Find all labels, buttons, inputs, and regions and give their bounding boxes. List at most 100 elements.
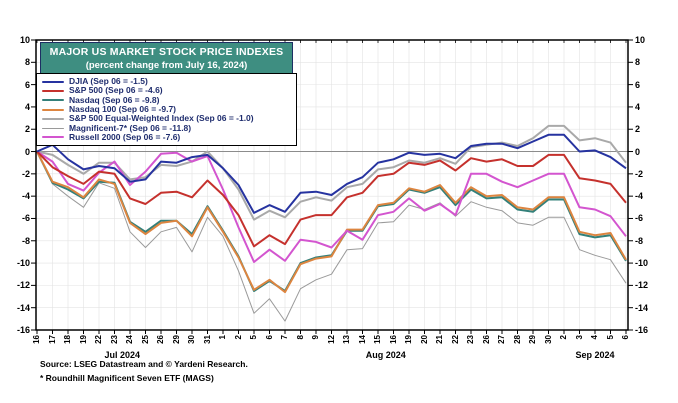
x-axis-date-label: 16 <box>32 335 41 344</box>
legend-line-swatch <box>42 80 64 83</box>
y-axis-label-right: -6 <box>635 213 644 224</box>
y-axis-label-right: 0 <box>635 146 641 157</box>
y-axis-label-left: -8 <box>21 235 30 246</box>
y-axis-label-right: -12 <box>635 280 649 291</box>
legend-item-label: DJIA (Sep 06 = -1.5) <box>69 76 148 87</box>
series-line-nasdaq-100 <box>36 151 627 294</box>
x-axis-date-label: 17 <box>47 335 57 344</box>
y-axis-label-left: -12 <box>16 280 30 291</box>
x-axis-date-label: 15 <box>373 335 382 344</box>
chart-title-box: MAJOR US MARKET STOCK PRICE INDEXES (per… <box>40 42 293 77</box>
y-axis-label-left: -6 <box>21 213 30 224</box>
x-axis-date-label: 29 <box>171 335 181 344</box>
x-axis-date-label: 1 <box>218 335 227 340</box>
y-axis-label-left: 2 <box>24 124 30 135</box>
legend-line-swatch <box>42 117 64 120</box>
legend-line-swatch <box>42 127 64 129</box>
x-axis-date-label: 26 <box>156 335 165 344</box>
legend-item: Nasdaq 100 (Sep 06 = -9.7) <box>42 105 296 114</box>
y-axis-label-left: 8 <box>24 57 30 68</box>
x-axis-date-label: 14 <box>357 335 367 344</box>
x-axis-date-label: 24 <box>125 335 134 344</box>
y-axis-label-left: -10 <box>16 258 30 269</box>
legend-item: DJIA (Sep 06 = -1.5) <box>42 77 296 86</box>
legend-item: S&P 500 (Sep 06 = -4.6) <box>42 86 296 95</box>
source-note: Source: LSEG Datastream and © Yardeni Re… <box>40 359 248 369</box>
legend-box: DJIA (Sep 06 = -1.5) S&P 500 (Sep 06 = -4… <box>36 73 297 147</box>
y-axis-label-left: -4 <box>21 191 30 202</box>
x-axis-date-label: 20 <box>419 335 429 344</box>
footnote: * Roundhill Magnificent Seven ETF (MAGS) <box>40 373 214 383</box>
series-line-s-p-500-equal-weighted-index <box>36 124 627 221</box>
x-axis-date-label: 21 <box>435 335 444 344</box>
y-axis-label-left: -2 <box>21 168 30 179</box>
month-label: Jul 2024 <box>104 350 141 360</box>
x-axis-date-label: 2 <box>559 335 568 340</box>
x-axis-date-label: 4 <box>590 335 599 340</box>
series-line-s-p-500 <box>36 150 627 248</box>
y-axis-label-left: 10 <box>19 35 30 45</box>
legend-item-label: S&P 500 Equal-Weighted Index (Sep 06 = -… <box>69 113 254 124</box>
x-axis-date-label: 2 <box>233 335 243 340</box>
legend-line-swatch <box>42 89 64 92</box>
y-axis-label-left: -16 <box>16 325 30 335</box>
series-line-djia <box>36 133 627 214</box>
y-axis-label-right: -16 <box>635 325 649 335</box>
x-axis-date-label: 13 <box>342 335 351 344</box>
x-axis-date-label: 6 <box>264 335 274 340</box>
legend-item-label: Magnificent-7* (Sep 06 = -11.8) <box>69 122 192 133</box>
x-axis-date-label: 16 <box>388 335 398 344</box>
legend-item: S&P 500 Equal-Weighted Index (Sep 06 = -… <box>42 114 296 123</box>
x-axis-date-label: 18 <box>63 335 72 344</box>
legend-item-label: S&P 500 (Sep 06 = -4.6) <box>69 85 163 96</box>
y-axis-label-right: 4 <box>635 101 641 112</box>
chart-title: MAJOR US MARKET STOCK PRICE INDEXES <box>49 46 284 58</box>
series-line-magnificent-7- <box>36 151 627 322</box>
x-axis-date-label: 3 <box>574 335 584 340</box>
y-axis-label-right: -4 <box>635 191 644 202</box>
legend-item: Russell 2000 (Sep 06 = -7.6) <box>42 131 296 142</box>
month-label: Aug 2024 <box>365 350 406 360</box>
x-axis-date-label: 9 <box>311 335 320 340</box>
x-axis-date-label: 19 <box>404 335 413 344</box>
y-axis-label-right: 8 <box>635 57 641 68</box>
x-axis-date-label: 31 <box>202 335 212 344</box>
legend-item: Magnificent-7* (Sep 06 = -11.8) <box>42 123 296 132</box>
y-axis-label-right: -2 <box>635 168 644 179</box>
x-axis-date-label: 19 <box>78 335 88 344</box>
x-axis-date-label: 28 <box>512 335 522 344</box>
legend-line-swatch <box>42 108 64 111</box>
y-axis-label-left: 4 <box>24 101 30 112</box>
legend-item: Nasdaq (Sep 06 = -9.8) <box>42 94 296 105</box>
legend-line-swatch <box>42 136 64 139</box>
x-axis-date-label: 8 <box>295 335 305 340</box>
y-axis-label-left: 0 <box>24 146 30 157</box>
x-axis-date-label: 23 <box>466 335 475 344</box>
x-axis-date-label: 26 <box>481 335 491 344</box>
month-label: Sep 2024 <box>575 350 615 360</box>
legend-item-label: Nasdaq (Sep 06 = -9.8) <box>69 94 160 105</box>
y-axis-label-right: -14 <box>635 302 649 313</box>
x-axis-date-label: 23 <box>109 335 119 344</box>
x-axis-date-label: 25 <box>140 335 150 344</box>
x-axis-date-label: 22 <box>94 335 103 344</box>
legend-line-swatch <box>42 99 64 102</box>
x-axis-date-label: 5 <box>605 335 615 340</box>
x-axis-date-label: 12 <box>326 335 336 344</box>
x-axis-date-label: 22 <box>450 335 460 344</box>
legend-item-label: Nasdaq 100 (Sep 06 = -9.7) <box>69 104 177 115</box>
y-axis-label-right: -8 <box>635 235 644 246</box>
x-axis-date-label: 30 <box>187 335 196 344</box>
x-axis-date-label: 7 <box>280 335 289 340</box>
y-axis-label-right: 6 <box>635 79 641 90</box>
y-axis-label-right: 2 <box>635 124 641 135</box>
y-axis-label-left: -14 <box>16 302 30 313</box>
y-axis-label-right: 10 <box>635 35 646 45</box>
x-axis-date-label: 30 <box>543 335 553 344</box>
y-axis-label-right: -10 <box>635 258 649 269</box>
x-axis-date-label: 6 <box>621 335 630 340</box>
chart-subtitle: (percent change from July 16, 2024) <box>85 60 248 71</box>
x-axis-date-label: 29 <box>528 335 537 344</box>
legend-item-label: Russell 2000 (Sep 06 = -7.6) <box>69 131 181 142</box>
